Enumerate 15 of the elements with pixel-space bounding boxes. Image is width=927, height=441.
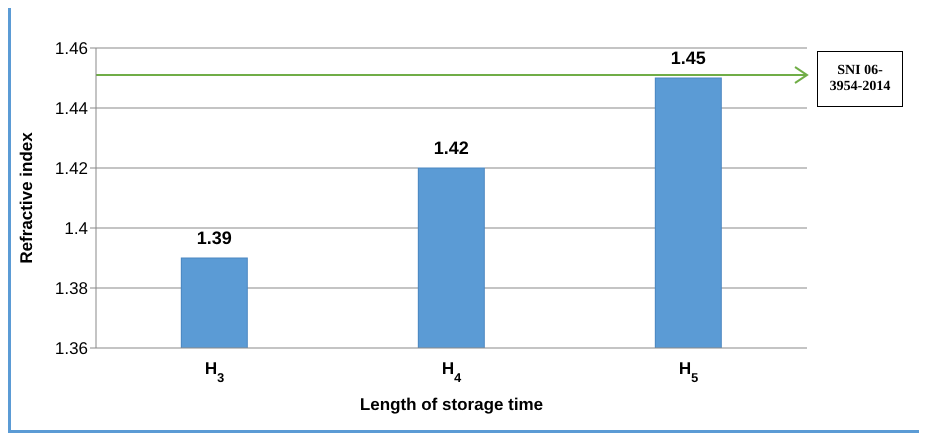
y-tick-label: 1.4 bbox=[64, 219, 88, 238]
data-label: 1.42 bbox=[434, 138, 469, 158]
y-axis-title: Refractive index bbox=[17, 132, 36, 264]
y-tick-label: 1.38 bbox=[54, 279, 88, 298]
y-tick-label: 1.36 bbox=[54, 339, 88, 358]
x-tick-label: H$_{3}$ bbox=[204, 359, 224, 384]
y-tick-label: 1.44 bbox=[54, 99, 88, 118]
y-tick-label: 1.42 bbox=[54, 159, 88, 178]
data-label: 1.45 bbox=[670, 48, 706, 68]
x-tick-label: H$_{5}$ bbox=[678, 359, 698, 384]
y-tick-label: 1.46 bbox=[54, 39, 88, 58]
x-axis-title: Length of storage time bbox=[360, 395, 544, 414]
ref-line-label: SNI 06-3954-2014 bbox=[817, 51, 903, 107]
data-label: 1.39 bbox=[196, 228, 232, 248]
x-tick-label: H$_{4}$ bbox=[442, 359, 462, 384]
